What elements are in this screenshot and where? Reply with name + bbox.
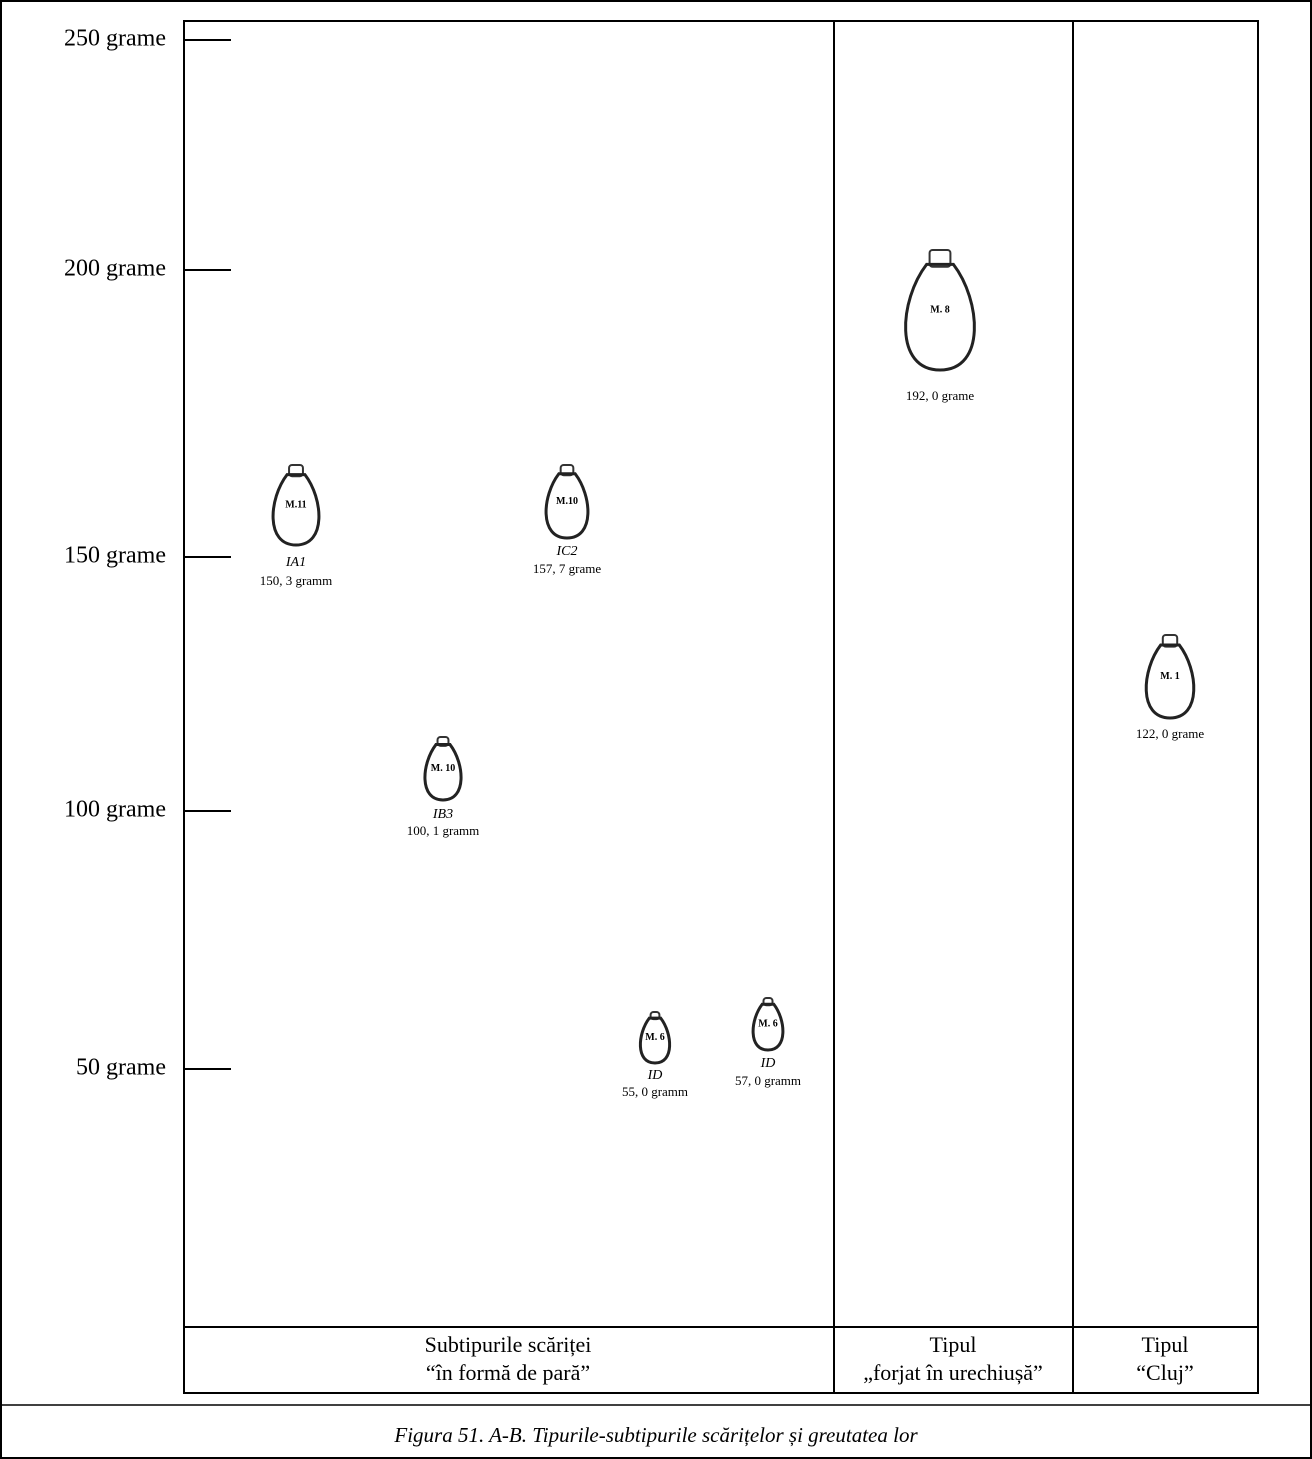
stirrup-mark: M. 8 bbox=[930, 304, 949, 315]
weight-label: 192, 0 grame bbox=[906, 388, 974, 403]
chart-frame bbox=[183, 20, 1259, 1394]
tick-label: 50 grame bbox=[76, 1055, 166, 1081]
caption: Figura 51. A-B. Tipurile-subtipurile scă… bbox=[393, 1423, 918, 1447]
stirrup-mark: M.10 bbox=[556, 496, 578, 507]
weight-label: 55, 0 gramm bbox=[622, 1084, 688, 1099]
weight-label: 122, 0 grame bbox=[1136, 726, 1204, 741]
column-header: „forjat în urechiușă” bbox=[863, 1360, 1043, 1385]
subtype-label: IA1 bbox=[285, 555, 306, 570]
stirrup-ring bbox=[638, 1016, 672, 1065]
tick-label: 150 grame bbox=[64, 543, 166, 569]
stirrup-ring bbox=[271, 473, 321, 547]
stirrup-ring bbox=[423, 743, 463, 802]
column-header: “în formă de pară” bbox=[426, 1360, 590, 1385]
weight-label: 150, 3 gramm bbox=[260, 573, 333, 588]
weight-label: 57, 0 gramm bbox=[735, 1073, 801, 1088]
stirrup-mark: M. 1 bbox=[1160, 671, 1179, 682]
tick-label: 100 grame bbox=[64, 797, 166, 823]
stirrup-mark: M. 6 bbox=[758, 1018, 777, 1029]
stirrup-ring bbox=[1144, 643, 1196, 720]
column-header: Tipul bbox=[930, 1332, 977, 1357]
stirrup-mark: M. 10 bbox=[431, 763, 455, 774]
weight-label: 157, 7 grame bbox=[533, 561, 601, 576]
subtype-label: ID bbox=[647, 1068, 663, 1083]
column-header: Tipul bbox=[1142, 1332, 1189, 1357]
column-header: “Cluj” bbox=[1136, 1360, 1193, 1385]
subtype-label: IC2 bbox=[556, 544, 578, 559]
stirrup-ring bbox=[904, 262, 976, 372]
stirrup-mark: M.11 bbox=[285, 499, 306, 510]
tick-label: 200 grame bbox=[64, 256, 166, 282]
stirrup-eye bbox=[1161, 634, 1179, 648]
stirrup-eye bbox=[288, 464, 304, 478]
subtype-label: ID bbox=[760, 1056, 776, 1071]
stirrup-eye bbox=[928, 249, 952, 268]
column-header: Subtipurile scăriței bbox=[425, 1332, 592, 1357]
stirrup-ring bbox=[544, 472, 590, 540]
weight-label: 100, 1 gramm bbox=[407, 823, 480, 838]
stirrup-mark: M. 6 bbox=[645, 1032, 664, 1043]
subtype-label: IB3 bbox=[432, 807, 453, 822]
tick-label: 250 grame bbox=[64, 26, 166, 52]
stirrup-ring bbox=[751, 1002, 785, 1052]
